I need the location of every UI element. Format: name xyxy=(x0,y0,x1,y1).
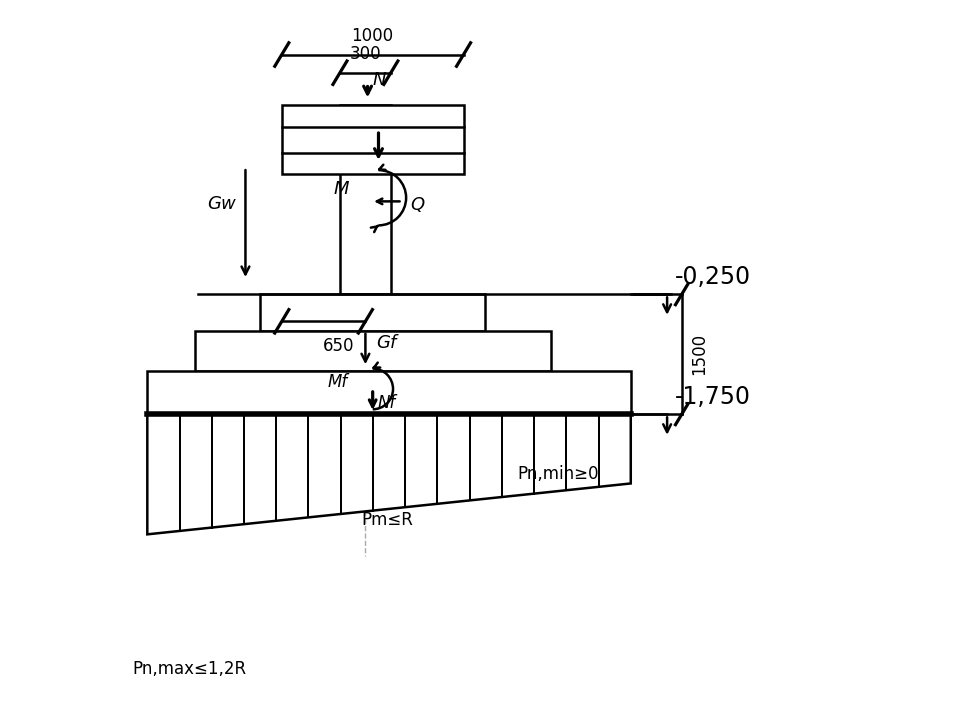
Text: 300: 300 xyxy=(349,45,381,63)
Text: Mf: Mf xyxy=(327,374,348,391)
Text: 1000: 1000 xyxy=(352,27,394,45)
Text: Gf: Gf xyxy=(376,334,397,352)
Text: -1,750: -1,750 xyxy=(674,385,749,409)
Text: Q: Q xyxy=(410,196,424,214)
Text: -0,250: -0,250 xyxy=(674,265,749,289)
Text: 1500: 1500 xyxy=(690,334,707,375)
Polygon shape xyxy=(281,105,463,174)
Polygon shape xyxy=(148,371,630,414)
Polygon shape xyxy=(260,294,485,331)
Text: Pn,max≤1,2R: Pn,max≤1,2R xyxy=(133,660,246,678)
Text: 650: 650 xyxy=(322,337,354,356)
Text: Nf: Nf xyxy=(377,394,396,412)
Text: N: N xyxy=(372,71,386,89)
Text: Gw: Gw xyxy=(207,195,235,212)
Polygon shape xyxy=(148,414,630,534)
Polygon shape xyxy=(194,331,550,371)
Text: Pn,min≥0: Pn,min≥0 xyxy=(517,465,598,483)
Polygon shape xyxy=(340,105,391,294)
Text: M: M xyxy=(333,180,349,198)
Text: Pm≤R: Pm≤R xyxy=(361,511,412,529)
